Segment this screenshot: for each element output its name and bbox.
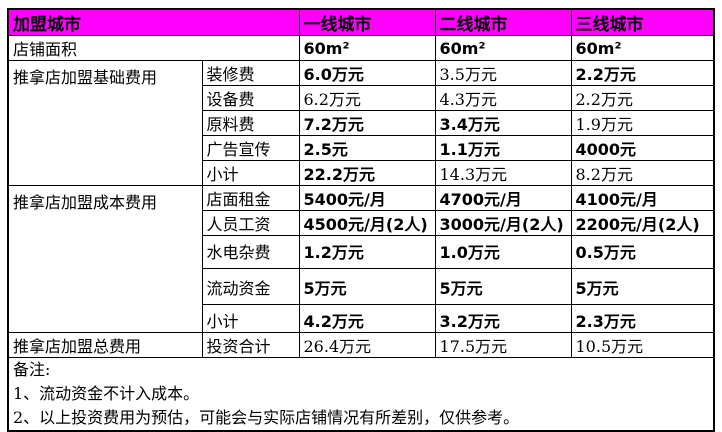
cell-decoration-tier2: 3.5万元 bbox=[434, 60, 572, 86]
row-equipment-fee: 设备费 6.2万元 4.3万元 2.2万元 bbox=[8, 85, 715, 111]
cell-total-tier1: 26.4万元 bbox=[298, 332, 436, 358]
cell-capital-tier2: 5万元 bbox=[434, 268, 572, 305]
notes-cell: 备注: 1、流动资金不计入成本。 2、以上投资费用为预估，可能会与实际店铺情况有… bbox=[7, 357, 715, 432]
cell-rent-tier3: 4100元/月 bbox=[570, 185, 715, 211]
row-total-fees: 推拿店加盟总费用 投资合计 26.4万元 17.5万元 10.5万元 bbox=[7, 332, 715, 358]
cell-equipment-tier2: 4.3万元 bbox=[434, 85, 572, 111]
item-store-rent: 店面租金 bbox=[201, 185, 300, 211]
header-franchise-city: 加盟城市 bbox=[7, 8, 300, 36]
row-basic-subtotal: 小计 22.2万元 14.3万元 8.2万元 bbox=[8, 160, 715, 186]
shop-area-row: 店铺面积 60m² 60m² 60m² bbox=[7, 35, 715, 61]
item-advertising: 广告宣传 bbox=[201, 135, 300, 161]
notes-title: 备注: bbox=[13, 360, 51, 379]
cell-basic-subtotal-tier3: 8.2万元 bbox=[570, 160, 715, 186]
cell-total-tier3: 10.5万元 bbox=[570, 332, 715, 358]
cell-cost-subtotal-tier1: 4.2万元 bbox=[298, 304, 436, 333]
cell-equipment-tier1: 6.2万元 bbox=[298, 85, 436, 111]
cell-advertising-tier3: 4000元 bbox=[570, 135, 715, 161]
row-store-rent: 推拿店加盟成本费用 店面租金 5400元/月 4700元/月 4100元/月 bbox=[7, 185, 715, 333]
franchise-cost-table: 加盟城市 一线城市 二线城市 三线城市 店铺面积 60m² 60m² 60m² … bbox=[7, 8, 715, 432]
cell-material-tier3: 1.9万元 bbox=[570, 110, 715, 136]
cell-capital-tier3: 5万元 bbox=[570, 268, 715, 305]
header-tier3-city: 三线城市 bbox=[570, 8, 715, 36]
note-2: 2、以上投资费用为预估，可能会与实际店铺情况有所差别，仅供参考。 bbox=[13, 408, 520, 427]
cell-advertising-tier1: 2.5元 bbox=[298, 135, 436, 161]
item-cost-subtotal: 小计 bbox=[201, 304, 300, 333]
item-working-capital: 流动资金 bbox=[201, 268, 300, 305]
row-raw-material-fee: 原料费 7.2万元 3.4万元 1.9万元 bbox=[8, 110, 715, 136]
row-cost-subtotal: 小计 4.2万元 3.2万元 2.3万元 bbox=[8, 304, 715, 333]
row-advertising: 广告宣传 2.5元 1.1万元 4000元 bbox=[8, 135, 715, 161]
cell-area-tier3: 60m² bbox=[570, 35, 715, 61]
cell-equipment-tier3: 2.2万元 bbox=[570, 85, 715, 111]
row-utilities: 水电杂费 1.2万元 1.0万元 0.5万元 bbox=[8, 235, 715, 269]
cell-advertising-tier2: 1.1万元 bbox=[434, 135, 572, 161]
cell-wages-tier3: 2200元/月(2人) bbox=[570, 210, 715, 236]
section-cost-fees-label: 推拿店加盟成本费用 bbox=[7, 185, 203, 333]
cell-rent-tier1: 5400元/月 bbox=[298, 185, 436, 211]
cell-total-tier2: 17.5万元 bbox=[434, 332, 572, 358]
header-tier2-city: 二线城市 bbox=[434, 8, 572, 36]
cell-wages-tier2: 3000元/月(2人) bbox=[434, 210, 572, 236]
cell-basic-subtotal-tier1: 22.2万元 bbox=[298, 160, 436, 186]
item-equipment-fee: 设备费 bbox=[201, 85, 300, 111]
cell-utilities-tier2: 1.0万元 bbox=[434, 235, 572, 269]
cell-utilities-tier1: 1.2万元 bbox=[298, 235, 436, 269]
cell-cost-subtotal-tier2: 3.2万元 bbox=[434, 304, 572, 333]
row-staff-wages: 人员工资 4500元/月(2人) 3000元/月(2人) 2200元/月(2人) bbox=[8, 210, 715, 236]
cell-decoration-tier3: 2.2万元 bbox=[570, 60, 715, 86]
row-working-capital: 流动资金 5万元 5万元 5万元 bbox=[8, 268, 715, 305]
cell-material-tier2: 3.4万元 bbox=[434, 110, 572, 136]
item-utilities: 水电杂费 bbox=[201, 235, 300, 269]
notes-row: 备注: 1、流动资金不计入成本。 2、以上投资费用为预估，可能会与实际店铺情况有… bbox=[7, 357, 715, 432]
cell-cost-subtotal-tier3: 2.3万元 bbox=[570, 304, 715, 333]
section-basic-fees-label: 推拿店加盟基础费用 bbox=[7, 60, 203, 186]
item-investment-total: 投资合计 bbox=[201, 332, 300, 358]
cell-rent-tier2: 4700元/月 bbox=[434, 185, 572, 211]
row-decoration-fee: 推拿店加盟基础费用 装修费 6.0万元 3.5万元 2.2万元 bbox=[7, 60, 715, 186]
item-basic-subtotal: 小计 bbox=[201, 160, 300, 186]
total-fees-label: 推拿店加盟总费用 bbox=[7, 332, 203, 358]
cell-area-tier1: 60m² bbox=[298, 35, 436, 61]
cell-area-tier2: 60m² bbox=[434, 35, 572, 61]
note-1: 1、流动资金不计入成本。 bbox=[13, 384, 200, 403]
header-tier1-city: 一线城市 bbox=[298, 8, 436, 36]
cell-decoration-tier1: 6.0万元 bbox=[298, 60, 436, 86]
cell-material-tier1: 7.2万元 bbox=[298, 110, 436, 136]
shop-area-label: 店铺面积 bbox=[7, 35, 300, 61]
item-decoration-fee: 装修费 bbox=[201, 60, 300, 86]
cell-basic-subtotal-tier2: 14.3万元 bbox=[434, 160, 572, 186]
item-raw-material-fee: 原料费 bbox=[201, 110, 300, 136]
cell-utilities-tier3: 0.5万元 bbox=[570, 235, 715, 269]
item-staff-wages: 人员工资 bbox=[201, 210, 300, 236]
header-row: 加盟城市 一线城市 二线城市 三线城市 bbox=[7, 8, 715, 36]
page: { "page": { "background": "#ffffff", "he… bbox=[7, 8, 715, 432]
cell-wages-tier1: 4500元/月(2人) bbox=[298, 210, 436, 236]
cell-capital-tier1: 5万元 bbox=[298, 268, 436, 305]
